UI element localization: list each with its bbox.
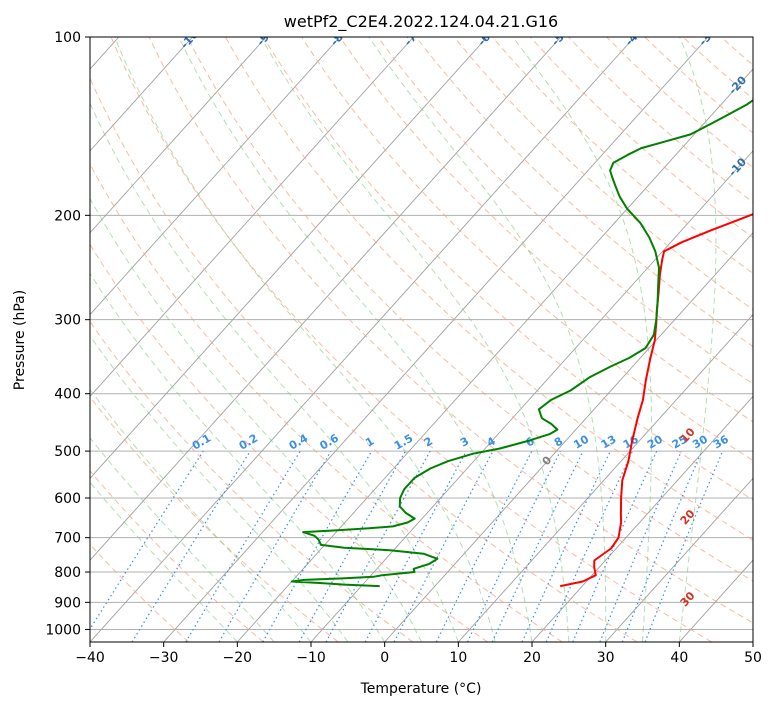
dry-adiabat-line	[90, 320, 414, 642]
y-tick-label: 200	[54, 208, 81, 224]
x-tick-label: 40	[670, 650, 688, 666]
axes: −40 −30 −20 −10 0 10 20 30 40 50 100 200 300 400 500 60…	[45, 30, 762, 666]
chart-title: wetPf2_C2E4.2022.124.04.21.G16	[284, 12, 558, 32]
x-tick-label: −40	[75, 650, 105, 666]
mixing-ratio-line	[466, 450, 561, 642]
isotherm-label: -90	[254, 25, 277, 49]
moist-adiabat-line	[90, 102, 459, 642]
dry-adiabat-line	[453, 37, 753, 311]
isotherm-line	[310, 150, 753, 642]
moist-adiabat-line	[178, 37, 533, 642]
moist-adiabat-line	[90, 197, 422, 642]
isotherm-line	[90, 37, 562, 561]
isotherm-label: -80	[328, 25, 351, 49]
moist-adiabat-line	[90, 388, 312, 642]
isotherm-line	[457, 313, 753, 642]
isotherm-label: -30	[696, 25, 719, 49]
moist-adiabat-line	[678, 37, 717, 642]
isotherm-line	[384, 232, 753, 642]
isotherm-label: -60	[475, 25, 498, 49]
isotherm-line	[90, 37, 635, 642]
isotherm-line	[163, 37, 709, 642]
y-tick-label: 700	[54, 531, 81, 547]
isotherm-label: -50	[549, 25, 572, 49]
dewpoint-profile	[290, 98, 753, 588]
moist-adiabat-line	[90, 437, 275, 642]
x-tick-label: −10	[296, 650, 326, 666]
moist-adiabat-line	[90, 481, 238, 642]
dry-adiabat-line	[339, 37, 753, 423]
mixing-ratio-line	[90, 450, 204, 631]
x-tick-label: −30	[149, 650, 179, 666]
mixing-ratio-line	[131, 450, 251, 642]
moist-adiabat-line	[90, 334, 349, 642]
dry-adiabat-line	[90, 243, 488, 642]
y-tick-label: 300	[54, 313, 81, 329]
dry-adiabat-line	[491, 37, 753, 274]
mixing-ratio-line	[491, 450, 584, 642]
dry-adiabat-line	[759, 37, 775, 642]
dry-adiabat-line	[148, 37, 753, 624]
mixing-ratio-line	[185, 450, 301, 642]
isotherm-label: -40	[623, 25, 646, 49]
y-tick-label: 900	[54, 595, 81, 611]
dry-adiabat-line	[263, 37, 753, 501]
dry-adiabat-line	[224, 37, 753, 541]
dry-adiabat-line	[186, 37, 753, 582]
isotherm-line	[605, 477, 753, 642]
y-tick-label: 500	[54, 444, 81, 460]
y-tick-label: 1000	[45, 622, 81, 638]
isotherm-line	[531, 395, 753, 642]
y-tick-label: 400	[54, 387, 81, 403]
x-tick-label: 30	[597, 650, 615, 666]
dry-adiabat-line	[90, 163, 563, 642]
sounding-profiles	[290, 98, 753, 588]
isotherm-line	[90, 37, 488, 479]
x-tick-label: 10	[449, 650, 467, 666]
isotherm-label: -70	[402, 25, 425, 49]
dry-adiabat-line	[606, 37, 753, 169]
isotherm-line	[90, 37, 341, 316]
dry-adiabat-line	[110, 37, 712, 642]
x-tick-label: 0	[380, 650, 389, 666]
moist-adiabat-line	[512, 37, 653, 642]
y-tick-label: 800	[54, 565, 81, 581]
dry-adiabat-line	[415, 37, 753, 348]
x-axis-title: Temperature (°C)	[360, 681, 482, 697]
isotherm-line	[90, 37, 267, 234]
x-tick-label: 50	[744, 650, 762, 666]
y-axis-title: Pressure (hPa)	[12, 290, 28, 390]
y-tick-label: 600	[54, 491, 81, 507]
dry-adiabat-label: 40	[749, 592, 769, 612]
dry-adiabat-line	[377, 37, 753, 385]
isotherm-line	[90, 37, 414, 398]
isotherm-line	[236, 68, 753, 642]
mixing-ratio-line	[218, 450, 332, 642]
y-tick-label: 100	[54, 30, 81, 46]
moist-adiabat-line	[90, 272, 386, 642]
mixing-ratio-line	[521, 450, 611, 642]
isotherm-line	[90, 37, 193, 152]
mixing-ratio-line	[325, 450, 431, 642]
plot-frame	[89, 36, 754, 643]
dry-adiabat-line	[90, 76, 638, 642]
x-tick-label: 20	[523, 650, 541, 666]
isotherm-line	[752, 641, 753, 642]
background-lines	[90, 37, 775, 642]
mixing-ratio-line	[364, 450, 467, 642]
x-tick-label: −20	[223, 650, 253, 666]
moist-adiabat-line	[368, 37, 607, 642]
moist-adiabat-line	[114, 37, 496, 642]
